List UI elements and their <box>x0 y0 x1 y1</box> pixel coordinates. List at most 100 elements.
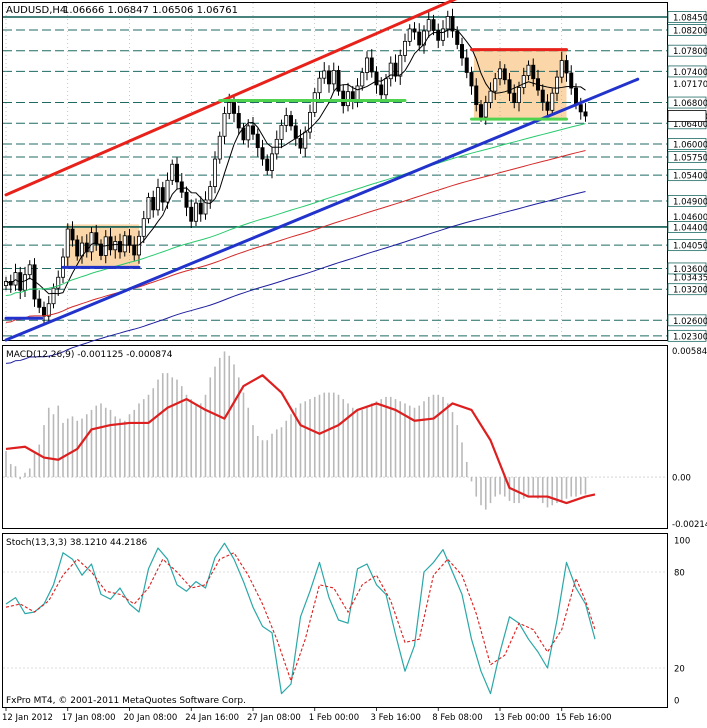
candle-body <box>46 303 51 317</box>
candle-body <box>445 16 450 30</box>
candle-body <box>260 147 265 160</box>
price-axis-label: 1.05400 <box>673 172 707 182</box>
macd-axis-label: -0.002149 <box>672 520 707 530</box>
candle-body <box>118 241 123 253</box>
candle-body <box>288 115 293 127</box>
moving-average-line <box>5 191 586 364</box>
candle-body <box>136 235 141 256</box>
candle-body <box>179 181 184 193</box>
candle-body <box>521 75 526 88</box>
candle-body <box>393 62 398 77</box>
price-tag-box <box>667 239 707 252</box>
price-tag-box <box>667 24 707 36</box>
macd-signal-line <box>5 374 596 505</box>
candle-body <box>459 44 464 59</box>
candle-body <box>497 68 502 80</box>
price-tag-box <box>667 314 707 327</box>
macd-axis-label: 0.005848 <box>672 347 707 357</box>
candle-body <box>502 68 507 81</box>
candle-body <box>312 92 317 113</box>
price-tag-box <box>667 151 707 163</box>
candle-body <box>99 243 104 256</box>
candle-body <box>555 76 560 94</box>
trend-line <box>4 77 640 342</box>
time-axis-label: 12 Jan 2012 <box>2 713 53 723</box>
candle-body <box>517 87 522 103</box>
candle-body <box>474 85 479 106</box>
candle-body <box>108 236 113 251</box>
candle-body <box>255 133 260 149</box>
candle-body <box>564 60 569 74</box>
price-axis-label: 1.06000 <box>673 141 707 151</box>
macd-label: MACD(12,26,9) -0.001125 -0.000874 <box>6 350 173 360</box>
candle-body <box>113 241 118 251</box>
candle-body <box>379 84 384 96</box>
candle-body <box>336 70 341 92</box>
candle-body <box>512 92 517 103</box>
moving-average-line <box>5 27 586 295</box>
price-tag-box <box>667 169 707 182</box>
candle-body <box>231 102 236 114</box>
price-axis-label: 1.05750 <box>673 153 707 163</box>
stoch-axis-label: 20 <box>674 665 685 675</box>
candle-body <box>246 125 251 141</box>
price-axis-label: 1.03600 <box>673 265 707 275</box>
price-panel-frame <box>2 2 668 341</box>
candle-body <box>22 274 27 291</box>
candle-body <box>298 137 303 149</box>
candle-body <box>170 163 175 181</box>
price-axis-label: 1.04900 <box>673 198 707 208</box>
candle-body <box>493 78 498 92</box>
candle-body <box>369 57 374 73</box>
candle-body <box>440 28 445 41</box>
candle-body <box>550 92 555 111</box>
price-tag-box <box>667 65 707 78</box>
candle-body <box>507 79 512 94</box>
time-axis-label: 15 Feb 16:00 <box>556 713 612 723</box>
candle-body <box>531 64 536 80</box>
candle-body <box>569 72 574 89</box>
candle-body <box>94 232 99 245</box>
price-tag-box <box>667 195 707 207</box>
time-axis-label: 17 Jan 08:00 <box>62 713 116 723</box>
price-tag-box <box>667 329 707 342</box>
price-axis-label: 1.02300 <box>673 332 707 342</box>
candle-body <box>70 228 75 241</box>
candle-body <box>469 72 474 87</box>
candle-body <box>189 206 194 222</box>
current-price-box <box>667 110 707 122</box>
candle-body <box>56 276 61 289</box>
candle-body <box>383 78 388 96</box>
candle-body <box>193 202 198 222</box>
candle-body <box>307 111 312 133</box>
candle-body <box>174 163 179 183</box>
time-axis-label: 3 Feb 16:00 <box>371 713 421 723</box>
price-axis-label: 1.04600 <box>673 213 707 223</box>
candle-body <box>431 19 436 31</box>
candle-body <box>265 158 270 171</box>
candle-body <box>303 131 308 149</box>
candle-body <box>269 153 274 171</box>
candle-body <box>488 90 493 103</box>
stoch-axis-label: 80 <box>674 569 685 579</box>
price-panel: 1.08450 1.08200 1.07800 1.07400 1.07170 1.068… <box>3 0 707 364</box>
moving-average-line <box>5 123 586 296</box>
candle-body <box>141 218 146 237</box>
time-axis-label: 27 Jan 08:00 <box>247 713 301 723</box>
time-axis-label: 13 Feb 00:00 <box>494 713 550 723</box>
candle-body <box>160 187 165 203</box>
time-axis-label: 20 Jan 08:00 <box>124 713 178 723</box>
macd-panel: 0.005848 0.00 -0.002149 <box>3 347 707 530</box>
candle-body <box>146 197 151 220</box>
symbol-label: AUDUSD,H4 <box>6 5 66 16</box>
candle-body <box>540 89 545 103</box>
candle-body <box>317 77 322 94</box>
candle-body <box>426 19 431 32</box>
candle-body <box>364 57 369 73</box>
candle-body <box>574 87 579 106</box>
price-tag-box <box>667 138 707 150</box>
candle-body <box>127 235 132 246</box>
stoch-panel-frame <box>2 533 668 708</box>
candle-body <box>478 104 483 118</box>
